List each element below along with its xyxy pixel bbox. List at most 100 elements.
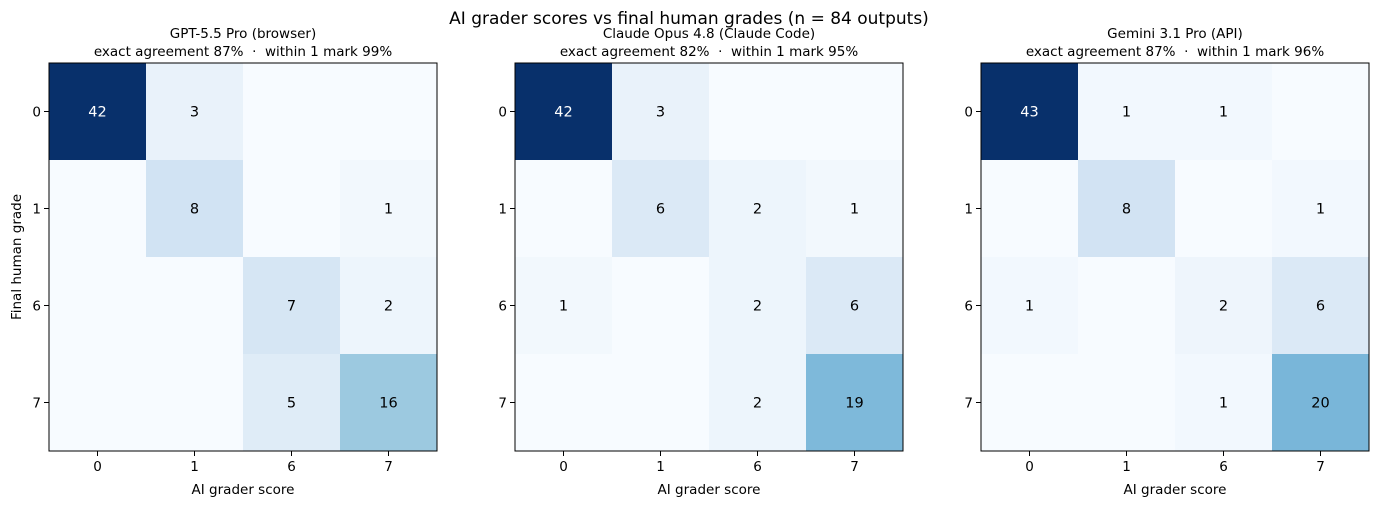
- heatmap-cell: [612, 63, 709, 160]
- x-tick-label: 6: [287, 459, 296, 475]
- heatmap-cell: [515, 354, 612, 451]
- cell-value-label: 1: [384, 202, 393, 218]
- cell-value-label: 1: [1219, 396, 1228, 412]
- y-tick-label: 0: [498, 105, 507, 121]
- y-tick-label: 1: [498, 202, 507, 218]
- x-axis-label: AI grader score: [658, 482, 761, 498]
- cell-value-label: 2: [1219, 299, 1228, 315]
- heatmap-cell: [612, 160, 709, 257]
- cell-value-label: 42: [88, 105, 106, 121]
- heatmap-cell: [146, 63, 243, 160]
- heatmap-cell: [243, 63, 340, 160]
- heatmap-cell: [515, 160, 612, 257]
- x-tick-label: 7: [384, 459, 393, 475]
- cell-value-label: 43: [1020, 105, 1038, 121]
- heatmap-cell: [1272, 160, 1369, 257]
- x-tick-label: 1: [190, 459, 199, 475]
- heatmap-cell: [146, 354, 243, 451]
- cell-value-label: 2: [753, 299, 762, 315]
- cell-value-label: 16: [379, 396, 397, 412]
- heatmap-cell: [612, 257, 709, 354]
- heatmap-cell: [981, 354, 1078, 451]
- heatmap-cell: [1078, 63, 1175, 160]
- heatmap-panel: GPT-5.5 Pro (browser) exact agreement 87%…: [9, 26, 438, 498]
- cell-value-label: 1: [1219, 105, 1228, 121]
- heatmap-cell: [1272, 63, 1369, 160]
- heatmap-cell: [243, 257, 340, 354]
- cell-value-label: 20: [1311, 396, 1329, 412]
- heatmap-cell: [340, 160, 437, 257]
- cell-value-label: 6: [850, 299, 859, 315]
- y-tick-label: 6: [498, 299, 507, 315]
- cell-value-label: 2: [384, 299, 393, 315]
- plot-frame: [48, 62, 438, 452]
- panel-title: Gemini 3.1 Pro (API): [1107, 26, 1243, 42]
- heatmap-cell: [146, 160, 243, 257]
- heatmap-cell: [806, 257, 903, 354]
- cell-value-label: 6: [656, 202, 665, 218]
- cell-value-label: 19: [845, 396, 863, 412]
- cell-value-label: 2: [753, 396, 762, 412]
- y-tick-label: 7: [498, 396, 507, 412]
- heatmap-cell: [49, 160, 146, 257]
- plot-frame: [514, 62, 904, 452]
- heatmap-panels: GPT-5.5 Pro (browser) exact agreement 87%…: [9, 26, 1370, 498]
- heatmap-cell: [806, 354, 903, 451]
- heatmap-cell: [340, 63, 437, 160]
- x-tick-label: 7: [850, 459, 859, 475]
- heatmap-cell: [243, 354, 340, 451]
- cell-value-label: 6: [1316, 299, 1325, 315]
- heatmap-cell: [49, 257, 146, 354]
- y-tick-label: 7: [964, 396, 973, 412]
- heatmap-cell: [1175, 63, 1272, 160]
- heatmap-cell: [981, 63, 1078, 160]
- heatmap-cell: [806, 160, 903, 257]
- heatmap-cell: [1175, 160, 1272, 257]
- heatmap-cell: [49, 354, 146, 451]
- heatmap-cell: [1272, 257, 1369, 354]
- x-tick-label: 0: [1025, 459, 1034, 475]
- figure-suptitle: AI grader scores vs final human grades (…: [449, 9, 929, 29]
- x-tick-label: 6: [753, 459, 762, 475]
- panel-subtitle: exact agreement 82% · within 1 mark 95%: [560, 44, 858, 60]
- heatmap-panel: Gemini 3.1 Pro (API) exact agreement 87% …: [964, 26, 1370, 498]
- heatmap-cell: [1175, 257, 1272, 354]
- x-tick-label: 0: [93, 459, 102, 475]
- heatmap-cell: [981, 160, 1078, 257]
- panel-subtitle: exact agreement 87% · within 1 mark 99%: [94, 44, 392, 60]
- cell-value-label: 8: [1122, 202, 1131, 218]
- y-tick-label: 1: [964, 202, 973, 218]
- panel-subtitle: exact agreement 87% · within 1 mark 96%: [1026, 44, 1324, 60]
- x-axis-label: AI grader score: [1124, 482, 1227, 498]
- cell-value-label: 3: [190, 105, 199, 121]
- y-tick-label: 0: [32, 105, 41, 121]
- y-tick-label: 0: [964, 105, 973, 121]
- heatmap-cell: [709, 257, 806, 354]
- cell-value-label: 1: [1122, 105, 1131, 121]
- cell-value-label: 3: [656, 105, 665, 121]
- y-tick-label: 6: [32, 299, 41, 315]
- y-tick-label: 7: [32, 396, 41, 412]
- heatmap-cell: [49, 63, 146, 160]
- y-axis-label: Final human grade: [9, 194, 25, 320]
- heatmap-cell: [709, 63, 806, 160]
- heatmap-cell: [1175, 354, 1272, 451]
- cell-value-label: 2: [753, 202, 762, 218]
- cell-value-label: 42: [554, 105, 572, 121]
- heatmap-cell: [515, 63, 612, 160]
- heatmap-cell: [1078, 354, 1175, 451]
- heatmap-cell: [612, 354, 709, 451]
- cell-value-label: 1: [559, 299, 568, 315]
- heatmap-cell: [806, 63, 903, 160]
- panel-title: Claude Opus 4.8 (Claude Code): [603, 26, 815, 42]
- heatmap-cell: [1078, 257, 1175, 354]
- y-tick-label: 6: [964, 299, 973, 315]
- x-tick-label: 1: [1122, 459, 1131, 475]
- heatmap-panel: Claude Opus 4.8 (Claude Code) exact agree…: [498, 26, 904, 498]
- plot-frame: [980, 62, 1370, 452]
- heatmap-cell: [340, 257, 437, 354]
- cell-value-label: 1: [850, 202, 859, 218]
- cell-value-label: 7: [287, 299, 296, 315]
- cell-value-label: 8: [190, 202, 199, 218]
